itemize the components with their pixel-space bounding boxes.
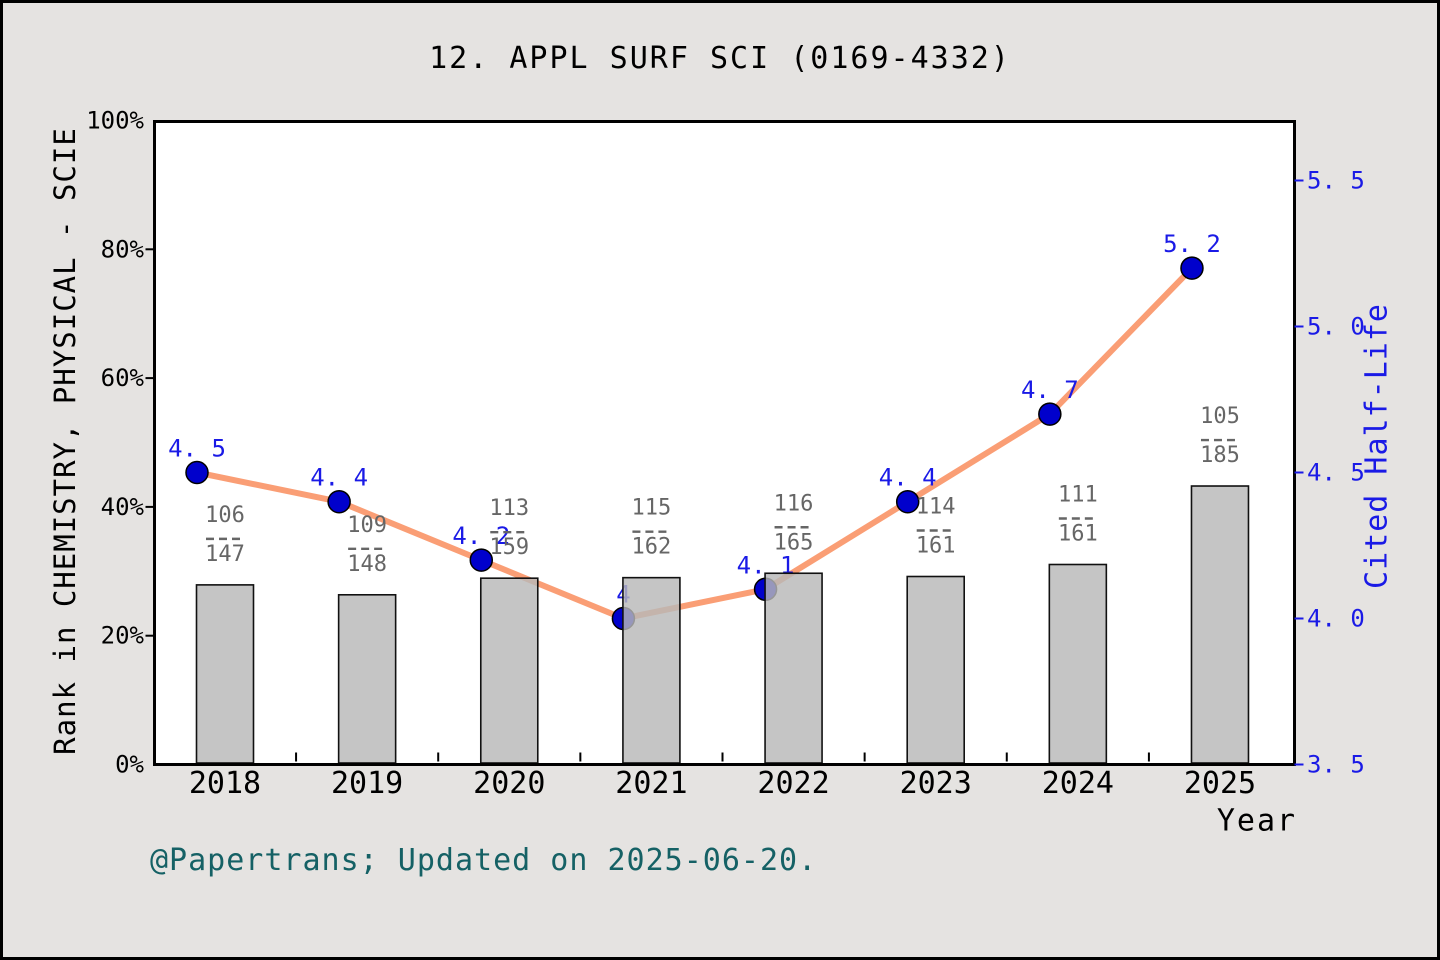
x-tick-label-2020: 2020 xyxy=(473,766,545,801)
fraction-numerator-2024: 111 xyxy=(1058,483,1098,508)
x-tick-label-2023: 2023 xyxy=(900,766,972,801)
data-point-2020 xyxy=(469,548,494,572)
fraction-numerator-2021: 115 xyxy=(632,496,672,521)
left-tick-label: 20% xyxy=(101,622,145,650)
plot-background xyxy=(154,121,1295,765)
right-tick-label: 4. 0 xyxy=(1307,605,1365,633)
cited-half-life-line xyxy=(194,265,1195,622)
data-point-2024 xyxy=(1038,402,1062,426)
fraction-denominator-2024: 161 xyxy=(1058,522,1098,547)
left-tick-label: 80% xyxy=(101,235,145,263)
data-point-2025 xyxy=(1180,256,1204,280)
data-point-2018 xyxy=(185,460,209,485)
rank-bar-2022 xyxy=(764,572,823,764)
fraction-numerator-2022: 116 xyxy=(774,491,814,516)
x-tick-label-2024: 2024 xyxy=(1042,766,1114,801)
x-tick-label-2022: 2022 xyxy=(757,766,829,801)
left-tick-label: 0% xyxy=(115,751,144,779)
point-label-2024: 4. 7 xyxy=(1021,376,1079,404)
right-tick-label: 4. 5 xyxy=(1307,459,1365,487)
point-label-2019: 4. 4 xyxy=(310,464,368,492)
fraction-numerator-2019: 109 xyxy=(347,513,387,538)
fraction-numerator-2025: 105 xyxy=(1200,404,1240,429)
rank-bar-2018 xyxy=(195,584,255,764)
fraction-numerator-2018: 106 xyxy=(205,503,245,528)
rank-bar-2023 xyxy=(906,575,966,764)
plot-area: 4. 54. 44. 244. 14. 44. 75. 210614710914… xyxy=(86,107,1365,802)
fraction-denominator-2022: 165 xyxy=(774,530,814,555)
fraction-denominator-2021: 162 xyxy=(632,535,672,560)
fraction-denominator-2023: 161 xyxy=(916,534,956,559)
data-point-2023 xyxy=(895,489,920,514)
rank-bar-2021 xyxy=(622,576,681,764)
plot-frame xyxy=(153,120,1296,766)
x-tick-label-2018: 2018 xyxy=(189,766,261,801)
left-tick-label: 60% xyxy=(101,364,145,392)
fraction-numerator-2023: 114 xyxy=(916,495,956,520)
rank-bar-2019 xyxy=(337,593,397,764)
right-tick-label: 5. 5 xyxy=(1307,167,1365,195)
left-tick-label: 40% xyxy=(101,493,145,521)
point-label-2018: 4. 5 xyxy=(168,435,226,463)
right-tick-label: 3. 5 xyxy=(1307,751,1365,779)
point-label-2020: 4. 2 xyxy=(452,522,510,550)
right-tick-label: 5. 0 xyxy=(1307,313,1365,341)
fraction-denominator-2019: 148 xyxy=(347,552,387,577)
credit-note: @Papertrans; Updated on 2025-06-20. xyxy=(150,843,818,878)
fraction-denominator-2025: 185 xyxy=(1200,443,1240,468)
fraction-numerator-2020: 113 xyxy=(489,496,529,521)
rank-bar-2024 xyxy=(1048,563,1108,764)
point-label-2023: 4. 4 xyxy=(879,464,937,492)
fraction-denominator-2018: 147 xyxy=(205,542,245,567)
fraction-denominator-2020: 159 xyxy=(489,535,529,560)
x-axis-title: Year xyxy=(1216,803,1298,839)
point-label-2025: 5. 2 xyxy=(1163,230,1221,258)
chart-title: 12. APPL SURF SCI (0169-4332) xyxy=(429,41,1011,76)
left-tick-label: 100% xyxy=(86,107,144,135)
x-tick-label-2025: 2025 xyxy=(1184,766,1256,801)
data-point-2019 xyxy=(327,489,351,514)
rank-bar-2020 xyxy=(479,577,539,764)
x-tick-label-2019: 2019 xyxy=(331,766,403,801)
x-tick-label-2021: 2021 xyxy=(615,766,687,801)
rank-bar-2025 xyxy=(1190,485,1250,764)
